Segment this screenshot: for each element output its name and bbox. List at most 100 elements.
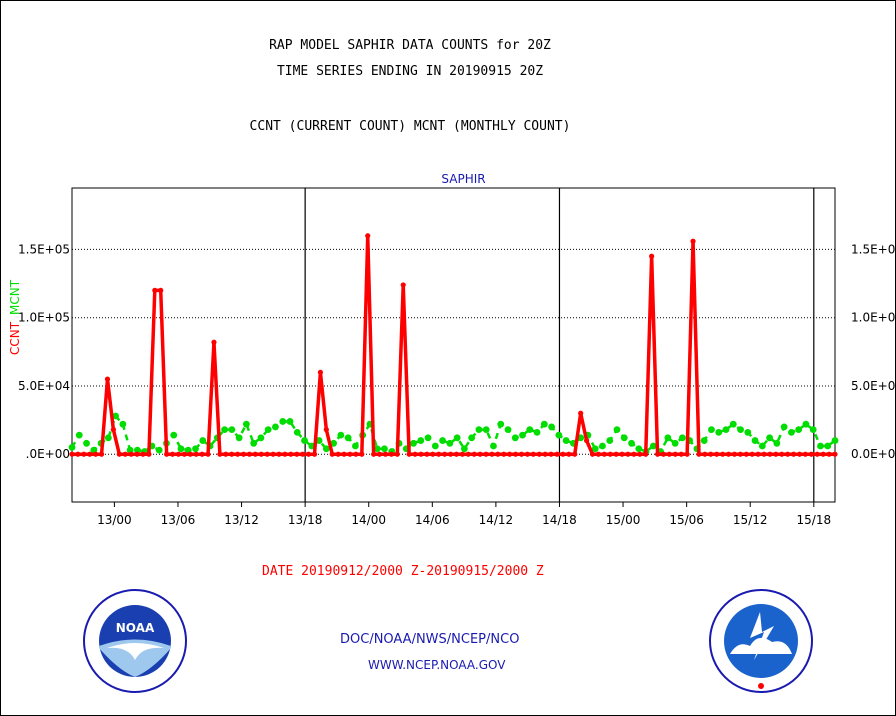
data-point-mcnt (228, 426, 236, 434)
data-point-mcnt (649, 442, 657, 450)
data-point-ccnt (631, 451, 637, 457)
x-tick-label: 15/06 (669, 513, 704, 527)
data-point-ccnt (270, 451, 276, 457)
data-point-ccnt (424, 451, 430, 457)
y-axis-label-ccnt: CCNT (8, 321, 22, 355)
data-point-ccnt (643, 451, 649, 457)
data-point-mcnt (453, 434, 461, 442)
data-point-ccnt (513, 451, 519, 457)
data-point-mcnt (221, 426, 229, 434)
data-point-ccnt (164, 451, 170, 457)
data-point-mcnt (802, 420, 810, 428)
data-point-mcnt (722, 426, 730, 434)
y-tick-label-right: 0.0E+0 (851, 447, 895, 461)
data-point-ccnt (471, 451, 477, 457)
data-point-mcnt (606, 437, 614, 444)
data-point-mcnt (119, 420, 127, 428)
data-point-mcnt (250, 439, 258, 447)
data-point-ccnt (110, 427, 117, 433)
data-point-ccnt (536, 451, 542, 457)
data-point-ccnt (128, 451, 134, 457)
data-point-ccnt (294, 451, 300, 457)
data-point-ccnt (193, 451, 199, 457)
data-point-ccnt (453, 451, 460, 457)
data-point-ccnt (412, 451, 418, 457)
data-point-ccnt (341, 451, 347, 457)
data-point-mcnt (635, 445, 643, 453)
data-point-ccnt (175, 451, 182, 457)
data-point-ccnt (761, 451, 767, 457)
data-point-mcnt (519, 431, 526, 439)
data-point-mcnt (439, 437, 446, 444)
data-point-ccnt (702, 451, 708, 457)
y-axis-labels: CCNT MCNT (8, 279, 22, 355)
data-point-ccnt (554, 451, 560, 457)
data-point-ccnt (749, 451, 755, 457)
data-point-ccnt (376, 451, 383, 457)
data-point-ccnt (246, 451, 253, 457)
chart-title-line-1: RAP MODEL SAPHIR DATA COUNTS for 20Z (269, 38, 551, 53)
org-label: DOC/NOAA/NWS/NCEP/NCO (340, 632, 520, 647)
data-point-ccnt (211, 339, 217, 345)
data-point-mcnt (766, 434, 773, 442)
data-point-ccnt (300, 451, 306, 457)
data-point-mcnt (293, 428, 301, 436)
data-point-mcnt (511, 434, 519, 442)
chart-subtitle: SAPHIR (441, 172, 485, 186)
data-point-ccnt (235, 451, 241, 457)
data-point-ccnt (282, 451, 288, 457)
noaa-logo: NOAA (83, 589, 187, 693)
data-point-mcnt (192, 445, 199, 453)
y-axis-label-mcnt: MCNT (8, 279, 22, 315)
data-point-mcnt (373, 445, 381, 453)
data-point-mcnt (322, 445, 330, 453)
data-point-mcnt (381, 445, 388, 453)
data-point-ccnt (81, 451, 87, 457)
data-point-ccnt (725, 451, 732, 457)
data-point-ccnt (199, 451, 205, 457)
data-point-ccnt (637, 451, 643, 457)
x-tick-label: 14/18 (542, 513, 577, 527)
data-point-ccnt (359, 451, 365, 457)
data-point-ccnt (205, 451, 211, 457)
data-point-ccnt (436, 451, 442, 457)
data-point-ccnt (134, 451, 140, 457)
data-point-ccnt (430, 451, 436, 457)
data-point-ccnt (649, 253, 655, 259)
x-tick-label: 13/12 (224, 513, 259, 527)
x-tick-label: 15/18 (797, 513, 832, 527)
data-point-mcnt (708, 426, 715, 434)
data-point-mcnt (780, 423, 788, 431)
data-point-mcnt (824, 442, 832, 450)
y-tick-label-left: 1.0E+05 (18, 311, 70, 325)
x-tick-label: 14/00 (351, 513, 386, 527)
data-point-mcnt (679, 434, 686, 442)
data-point-ccnt (566, 451, 572, 457)
data-point-ccnt (335, 451, 341, 457)
data-point-ccnt (311, 451, 318, 457)
chart-title-line-3: CCNT (CURRENT COUNT) MCNT (MONTHLY COUNT… (249, 119, 571, 134)
y-tick-label-right: 1.5E+0 (851, 242, 895, 256)
data-point-mcnt (671, 439, 679, 447)
website-link[interactable]: WWW.NCEP.NOAA.GOV (368, 658, 506, 672)
data-point-mcnt (758, 442, 766, 450)
data-point-ccnt (820, 451, 826, 457)
data-point-ccnt (785, 451, 791, 457)
data-point-ccnt (779, 451, 785, 457)
data-point-ccnt (654, 451, 661, 457)
data-point-mcnt (497, 420, 505, 428)
data-point-mcnt (490, 442, 497, 450)
data-point-mcnt (729, 420, 737, 428)
data-point-ccnt (223, 451, 229, 457)
date-range-label: DATE 20190912/2000 Z-20190915/2000 Z (262, 564, 544, 579)
data-point-mcnt (83, 439, 90, 447)
data-point-mcnt (548, 423, 555, 431)
x-tick-label: 15/12 (733, 513, 768, 527)
data-point-ccnt (678, 451, 684, 457)
data-point-ccnt (400, 282, 406, 288)
x-tick-label: 13/18 (288, 513, 323, 527)
data-point-ccnt (518, 451, 525, 457)
data-point-mcnt (301, 437, 308, 444)
data-point-mcnt (533, 428, 541, 436)
data-point-ccnt (276, 451, 282, 457)
